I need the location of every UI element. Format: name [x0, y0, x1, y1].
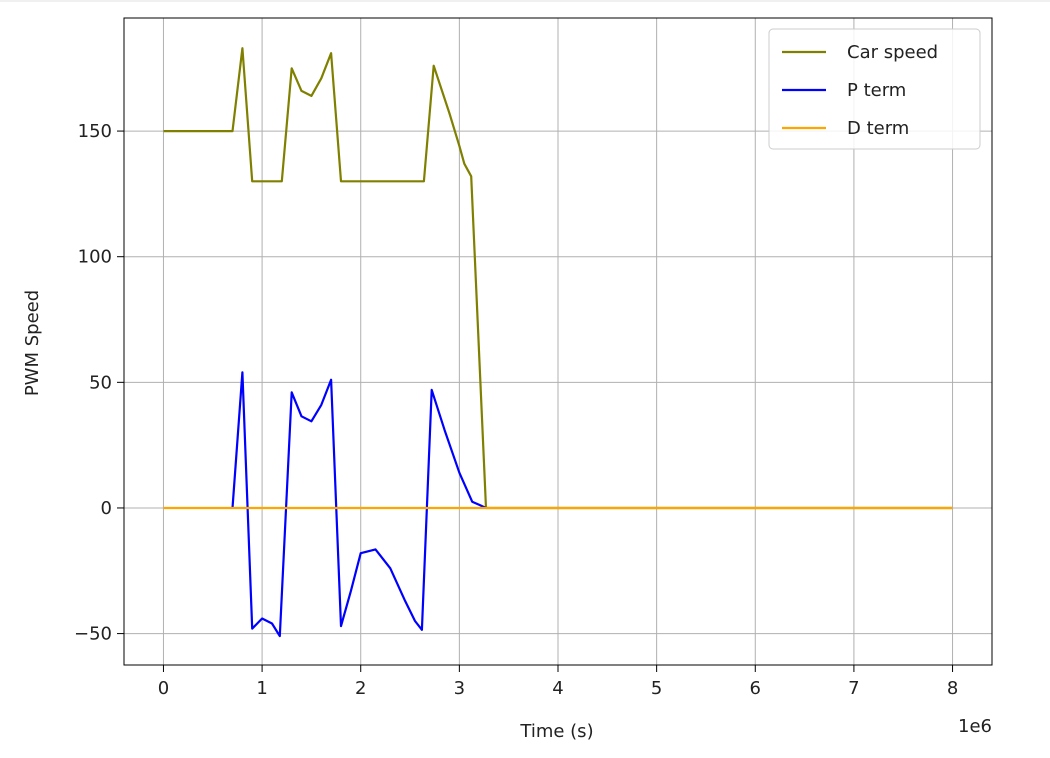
- legend-label-d-term: D term: [847, 118, 909, 139]
- legend-box: [768, 28, 981, 150]
- y-tick-label: 50: [89, 372, 112, 393]
- y-tick-label: −50: [74, 624, 112, 645]
- x-tick-label: 5: [651, 678, 662, 699]
- y-axis-label: PWM Speed: [22, 290, 43, 396]
- y-tick-label: 100: [78, 247, 112, 268]
- legend: Car speed P term D term: [768, 28, 981, 150]
- y-tick-label: 0: [101, 498, 112, 519]
- x-tick-label: 8: [947, 678, 958, 699]
- y-axis-ticks: −50 0 50 100 150: [74, 121, 124, 645]
- series-line-car-speed: [163, 47, 953, 510]
- x-tick-label: 6: [750, 678, 761, 699]
- x-tick-label: 3: [454, 678, 465, 699]
- legend-label-p-term: P term: [847, 80, 906, 101]
- x-tick-label: 2: [355, 678, 366, 699]
- top-separator: [0, 0, 1050, 2]
- x-tick-label: 0: [158, 678, 169, 699]
- x-axis-label: Time (s): [519, 721, 593, 742]
- series-lines: [163, 47, 953, 638]
- legend-label-car-speed: Car speed: [847, 42, 938, 63]
- series-line-p-term: [231, 371, 487, 638]
- x-tick-label: 1: [256, 678, 267, 699]
- x-tick-label: 7: [848, 678, 859, 699]
- y-tick-label: 150: [78, 121, 112, 142]
- x-tick-label: 4: [552, 678, 563, 699]
- x-axis-ticks: 0 1 2 3 4 5 6 7 8: [158, 665, 958, 699]
- x-axis-offset-label: 1e6: [958, 716, 992, 737]
